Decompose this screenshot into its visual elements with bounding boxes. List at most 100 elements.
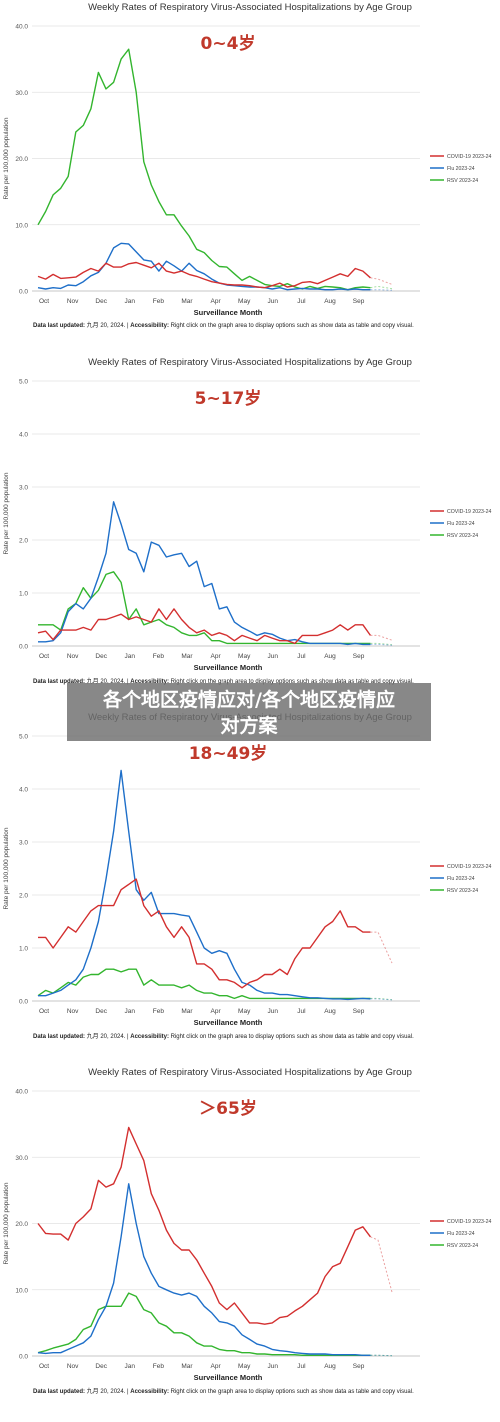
footer-text: Data last updated: 九月 20, 2024. | Access… [33,323,414,329]
chart-title: Weekly Rates of Respiratory Virus-Associ… [88,1067,412,1078]
legend-label-rsv[interactable]: RSV 2023-24 [447,888,478,894]
chart-panel-18-49: Weekly Rates of Respiratory Virus-Associ… [0,710,500,1065]
legend-label-flu[interactable]: Flu 2023-24 [447,876,475,882]
series-tail-rsv-2023-24 [370,285,393,290]
x-tick-label: Nov [67,298,79,305]
x-tick-label: Dec [95,1363,107,1370]
age-group-label: 0~4岁 [201,33,256,54]
x-tick-label: Jul [297,1363,306,1370]
series-line-rsv-2023-24[interactable] [37,48,371,291]
x-tick-label: Dec [95,298,107,305]
chart-svg-5-17[interactable]: Weekly Rates of Respiratory Virus-Associ… [0,355,500,695]
y-axis-label: Rate per 100,000 population [3,1182,10,1264]
x-tick-label: Oct [39,1363,49,1370]
x-tick-label: Jan [125,1363,136,1370]
overlay-line-2: 对方案 [220,715,278,737]
y-tick-label: 5.0 [19,379,28,386]
x-tick-label: Sep [353,1363,365,1370]
legend-label-covid[interactable]: COVID-19 2023-24 [447,864,492,870]
y-tick-label: 1.0 [19,591,28,598]
chart-title: Weekly Rates of Respiratory Virus-Associ… [88,2,412,13]
x-tick-label: Oct [39,653,49,660]
x-axis-label: Surveillance Month [194,1373,263,1382]
legend-label-flu[interactable]: Flu 2023-24 [447,166,475,172]
x-tick-label: Mar [181,298,193,305]
x-tick-label: Nov [67,653,79,660]
x-tick-label: Nov [67,1363,79,1370]
x-tick-label: Feb [153,1008,165,1015]
x-tick-label: Nov [67,1008,79,1015]
x-tick-label: May [238,653,251,660]
x-tick-label: Mar [181,1008,193,1015]
x-tick-label: Apr [211,653,222,660]
x-tick-label: Aug [324,653,336,660]
y-tick-label: 20.0 [15,156,28,163]
legend-label-covid[interactable]: COVID-19 2023-24 [447,154,492,160]
legend-label-flu[interactable]: Flu 2023-24 [447,1231,475,1237]
x-tick-label: Aug [324,298,336,305]
age-group-label: 18~49岁 [189,743,268,764]
legend-label-covid[interactable]: COVID-19 2023-24 [447,1219,492,1225]
age-group-label: 5~17岁 [195,388,262,409]
series-tail-flu-2023-24 [370,289,393,291]
x-tick-label: Apr [211,1008,222,1015]
x-tick-label: May [238,1008,251,1015]
y-tick-label: 0.0 [19,1354,28,1361]
x-tick-label: Apr [211,298,222,305]
x-tick-label: Jul [297,298,306,305]
x-tick-label: Jan [125,298,136,305]
age-group-label: ＞65岁 [199,1098,257,1119]
y-tick-label: 30.0 [15,1155,28,1162]
series-tail-rsv-2023-24 [370,642,393,646]
y-axis-label: Rate per 100,000 population [3,472,10,554]
x-tick-label: Apr [211,1363,222,1370]
x-tick-label: Sep [353,653,365,660]
chart-title: Weekly Rates of Respiratory Virus-Associ… [88,357,412,368]
x-tick-label: Dec [95,653,107,660]
legend-label-rsv[interactable]: RSV 2023-24 [447,1243,478,1249]
y-tick-label: 40.0 [15,1089,28,1096]
y-tick-label: 4.0 [19,432,28,439]
y-tick-label: 3.0 [19,840,28,847]
x-axis-label: Surveillance Month [194,308,263,317]
series-line-flu-2023-24[interactable] [37,1183,371,1356]
series-tail-flu-2023-24 [370,643,393,646]
series-tail-covid-19-2023-24 [370,277,393,285]
chart-panel-5-17: Weekly Rates of Respiratory Virus-Associ… [0,355,500,710]
legend-label-covid[interactable]: COVID-19 2023-24 [447,509,492,515]
overlay-line-1: 各个地区疫情应对/各个地区疫情应 [103,689,395,711]
series-line-flu-2023-24[interactable] [38,501,371,646]
legend-label-rsv[interactable]: RSV 2023-24 [447,178,478,184]
x-tick-label: May [238,298,251,305]
x-tick-label: Feb [153,653,165,660]
series-line-covid-19-2023-24[interactable] [37,261,371,289]
x-tick-label: Feb [153,298,165,305]
series-line-flu-2023-24[interactable] [38,769,371,1001]
x-tick-label: Jun [268,298,279,305]
x-axis-label: Surveillance Month [194,663,263,672]
chart-svg-18-49[interactable]: Weekly Rates of Respiratory Virus-Associ… [0,710,500,1050]
y-tick-label: 2.0 [19,893,28,900]
chart-svg-65plus[interactable]: Weekly Rates of Respiratory Virus-Associ… [0,1065,500,1405]
series-line-rsv-2023-24[interactable] [38,571,371,645]
y-tick-label: 30.0 [15,90,28,97]
overlay-banner: 各个地区疫情应对/各个地区疫情应 对方案 [67,683,431,741]
y-axis-label: Rate per 100,000 population [3,827,10,909]
chart-panel-0-4: Weekly Rates of Respiratory Virus-Associ… [0,0,500,355]
x-tick-label: Oct [39,1008,49,1015]
footer-text: Data last updated: 九月 20, 2024. | Access… [33,1389,414,1395]
y-tick-label: 5.0 [19,734,28,741]
legend-label-flu[interactable]: Flu 2023-24 [447,521,475,527]
series-line-covid-19-2023-24[interactable] [37,1126,371,1325]
x-tick-label: Oct [39,298,49,305]
series-line-flu-2023-24[interactable] [37,242,371,291]
series-line-covid-19-2023-24[interactable] [37,608,371,645]
series-line-rsv-2023-24[interactable] [37,968,371,1000]
legend-label-rsv[interactable]: RSV 2023-24 [447,533,478,539]
series-tail-covid-19-2023-24 [370,634,393,641]
y-tick-label: 0.0 [19,999,28,1006]
x-tick-label: Mar [181,653,193,660]
chart-svg-0-4[interactable]: Weekly Rates of Respiratory Virus-Associ… [0,0,500,340]
series-line-covid-19-2023-24[interactable] [38,878,371,989]
series-line-rsv-2023-24[interactable] [37,1292,371,1356]
